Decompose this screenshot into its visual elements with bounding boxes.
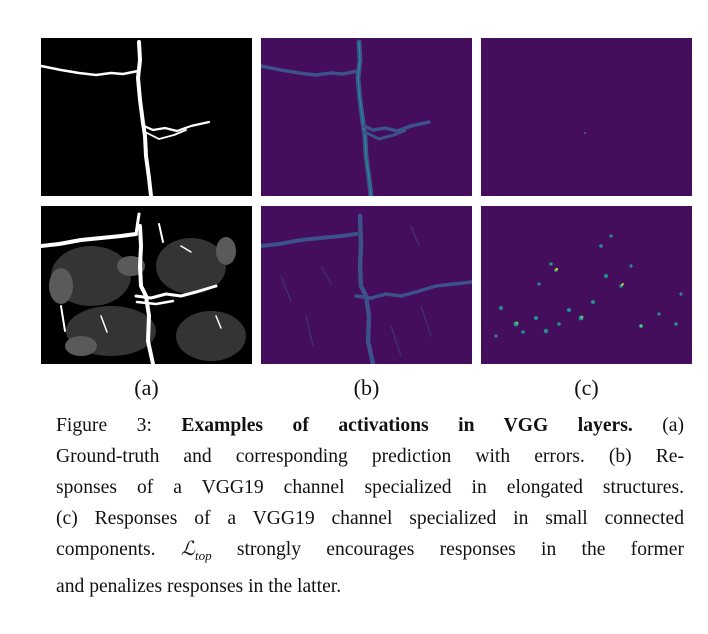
figure-caption: Figure 3: Examples of activations in VGG…: [56, 410, 684, 602]
caption-prefix: Figure 3:: [56, 415, 152, 436]
ground-truth-crack-image: [41, 38, 252, 196]
panel-b-top: [261, 38, 472, 196]
panel-label-a: (a): [134, 375, 159, 400]
panel-a-ground-truth: [41, 38, 252, 196]
caption-line5-post: strongly encourages responses in the for…: [236, 539, 684, 560]
caption-line1-tail: (a): [662, 415, 684, 436]
caption-line-5: components. ℒtop strongly encourages res…: [56, 534, 684, 571]
caption-title: Examples of activations in VGG layers.: [181, 415, 633, 436]
caption-line-3: sponses of a VGG19 channel specialized i…: [56, 477, 684, 498]
panel-a-prediction: [41, 206, 252, 364]
loss-symbol: ℒtop: [180, 539, 212, 563]
panel-c-bottom: [481, 206, 692, 364]
panel-b-bottom: [261, 206, 472, 364]
panel-label-b: (b): [353, 375, 380, 400]
caption-line5-pre: components.: [56, 539, 156, 560]
prediction-crack-image: [41, 206, 252, 364]
vgg-small-component-response-gt: [481, 38, 692, 196]
vgg-elongated-response-pred: [261, 206, 472, 364]
caption-line-4: (c) Responses of a VGG19 channel special…: [56, 508, 684, 529]
caption-line-2: Ground-truth and corresponding predictio…: [56, 446, 684, 467]
vgg-small-component-response-pred: [481, 206, 692, 364]
panel-c-top: [481, 38, 692, 196]
caption-line-6: and penalizes responses in the latter.: [56, 575, 342, 597]
panel-label-c: (c): [574, 375, 599, 400]
vgg-elongated-response-gt: [261, 38, 472, 196]
caption-line-1: Figure 3: Examples of activations in VGG…: [56, 410, 684, 441]
